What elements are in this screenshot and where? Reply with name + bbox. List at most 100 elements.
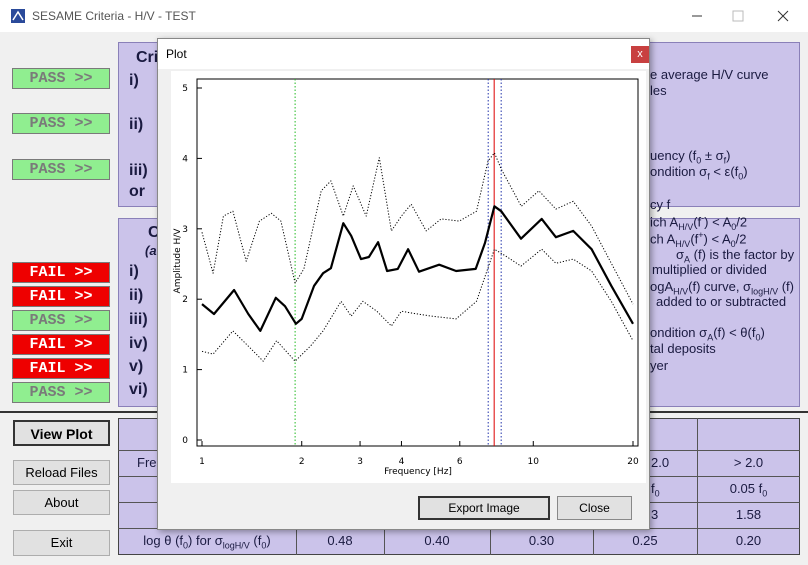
x-tick-label: 1: [199, 457, 205, 467]
text-segment: ± σ: [701, 148, 724, 163]
criterion-text: yer: [650, 358, 669, 373]
text-segment: 0: [261, 540, 267, 551]
text-segment: f: [723, 155, 727, 166]
x-tick-label: 3: [357, 457, 363, 467]
panel-subheading: (a: [145, 243, 157, 258]
criterion-label: iii): [129, 162, 148, 179]
text-segment: 0.05 f: [729, 481, 763, 496]
title-bar: SESAME Criteria - H/V - TEST: [0, 0, 808, 32]
text-segment: ) < A: [704, 214, 732, 230]
panel-heading: Cri: [136, 49, 159, 66]
criterion-label: or: [129, 183, 145, 200]
table-cell: 0.05 f0: [697, 481, 800, 499]
criterion-text: σA (f) is the factor by: [676, 247, 794, 265]
table-col-line: [697, 418, 698, 555]
text-segment: f: [707, 171, 710, 182]
plot-chart: 0 1 2 3 4 5 1 2 3 4 6 10 20 Frequency [Hz] Amplitude H…: [173, 78, 639, 477]
table-cell: 0.30: [528, 533, 555, 548]
result-button[interactable]: PASS >>: [12, 382, 110, 403]
side-button[interactable]: Exit: [13, 530, 110, 556]
criterion-label: iii): [129, 311, 148, 328]
criterion-text: ondition σf < ε(f0): [650, 164, 748, 182]
text-segment: log θ (f: [143, 533, 184, 548]
criterion-text: added to or subtracted: [656, 294, 787, 309]
y-tick-label: 5: [182, 84, 188, 94]
text-segment: H/V: [678, 221, 694, 232]
result-button[interactable]: FAIL >>: [12, 262, 110, 283]
text-segment: ogA: [650, 279, 674, 294]
std-curve: [201, 248, 634, 362]
criterion-text: ich AH/V(f-) < A0/2: [650, 213, 747, 232]
criterion-label: v): [129, 358, 144, 375]
hv-curve: [201, 205, 634, 332]
app-icon: [11, 9, 25, 23]
text-segment: 0: [654, 488, 660, 499]
text-segment: ondition σ: [650, 164, 708, 179]
window-controls[interactable]: [680, 6, 800, 26]
table-cell: 0.40: [424, 533, 450, 548]
text-segment: 0: [755, 332, 761, 343]
table-cell: 0.25: [632, 533, 658, 548]
side-button[interactable]: About: [13, 490, 110, 515]
text-segment: logH/V: [222, 540, 250, 551]
text-segment: (f) is the factor by: [690, 247, 795, 262]
text-segment: 0: [183, 540, 189, 551]
result-button[interactable]: PASS >>: [12, 159, 110, 180]
x-axis-label: Frequency [Hz]: [384, 467, 452, 477]
text-segment: (f) curve, σ: [688, 279, 752, 294]
criterion-label: vi): [129, 381, 148, 398]
y-tick-label: 0: [182, 436, 188, 446]
text-segment: -: [701, 213, 705, 223]
text-segment: /2: [735, 231, 747, 247]
result-button[interactable]: PASS >>: [12, 113, 110, 134]
criterion-text: ondition σA(f) < θ(f0): [650, 325, 765, 343]
side-button[interactable]: View Plot: [13, 420, 110, 446]
window-title: SESAME Criteria - H/V - TEST: [32, 9, 196, 23]
y-axis-label: Amplitude H/V: [173, 228, 183, 294]
text-segment: A: [707, 332, 714, 343]
dialog-title-bar: [158, 39, 649, 69]
text-segment: (f) < θ(f: [713, 325, 756, 340]
text-segment: uency (f: [650, 148, 697, 163]
table-cell: 0.48: [327, 533, 353, 548]
text-segment: ondition σ: [650, 325, 708, 340]
text-segment: ): [743, 164, 748, 179]
text-segment: +: [698, 230, 704, 240]
table-cell: 0.20: [735, 533, 762, 548]
criterion-text: tal deposits: [650, 341, 716, 356]
result-button[interactable]: FAIL >>: [12, 358, 110, 379]
result-button[interactable]: PASS >>: [12, 310, 110, 331]
result-button[interactable]: FAIL >>: [12, 334, 110, 355]
table-cell: log θ (f0) for σlogH/V (f0): [118, 533, 296, 551]
result-button[interactable]: FAIL >>: [12, 286, 110, 307]
criterion-text: ogAH/V(f) curve, σlogH/V (f): [650, 279, 794, 297]
text-segment: 0: [696, 155, 702, 166]
dialog-close-icon[interactable]: x: [631, 46, 649, 63]
result-button[interactable]: PASS >>: [12, 68, 110, 89]
text-segment: ): [760, 325, 765, 340]
text-segment: ): [726, 148, 731, 163]
y-tick-label: 3: [182, 225, 188, 235]
export-image-button[interactable]: Export Image: [418, 496, 550, 520]
criterion-label: i): [129, 72, 139, 89]
table-cell: 1.58: [735, 507, 762, 522]
x-tick-label: 4: [399, 457, 405, 467]
criterion-label: iv): [129, 335, 148, 352]
text-segment: (f: [690, 231, 699, 247]
criterion-label: i): [129, 263, 139, 280]
text-segment: ich A: [650, 214, 679, 230]
table-cell: f0: [651, 481, 660, 499]
text-segment: ch A: [650, 231, 676, 247]
side-button[interactable]: Reload Files: [13, 460, 110, 485]
text-segment: H/V: [675, 238, 691, 249]
text-segment: 0: [731, 221, 737, 232]
text-segment: logH/V: [751, 286, 779, 297]
table-cell: Fre: [137, 455, 157, 470]
criterion-label: ii): [129, 287, 144, 304]
criterion-text: e average H/V curve: [650, 67, 769, 82]
x-tick-label: 2: [299, 457, 305, 467]
close-button[interactable]: Close: [557, 496, 632, 520]
text-segment: (f: [249, 533, 262, 548]
text-segment: f: [651, 481, 655, 496]
